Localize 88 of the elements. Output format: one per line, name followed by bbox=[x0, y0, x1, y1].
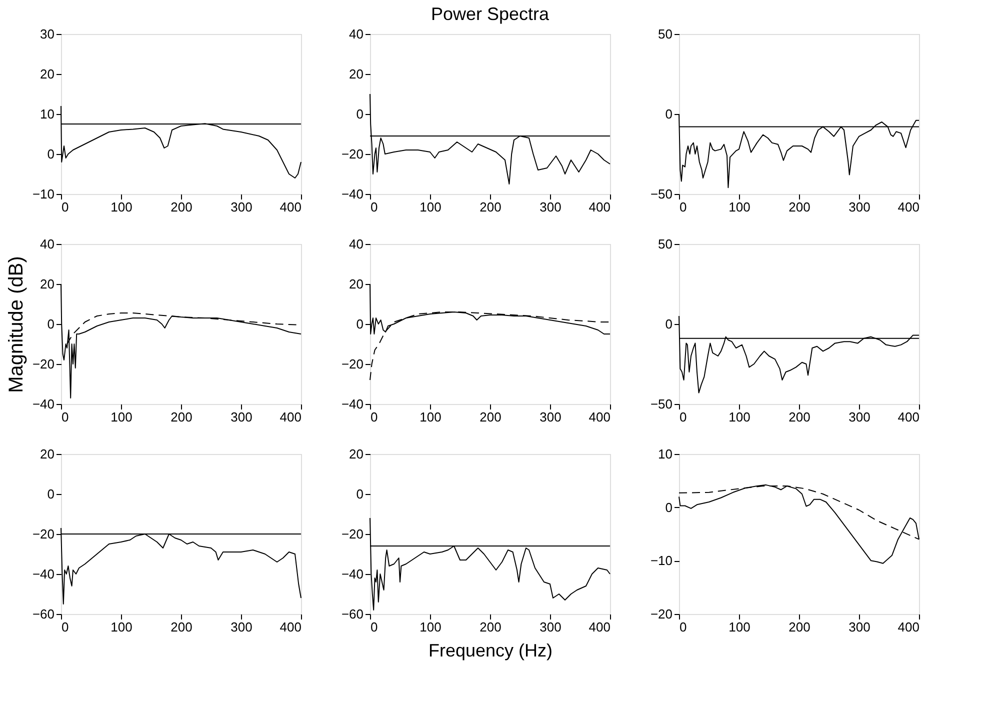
x-tick-label: 300 bbox=[848, 410, 870, 424]
x-tick-label: 400 bbox=[898, 620, 920, 634]
y-tick-label: 20 bbox=[349, 276, 364, 292]
y-tick-label: −20 bbox=[341, 526, 364, 542]
x-axis-title: Frequency (Hz) bbox=[428, 640, 553, 660]
x-tick-label: 200 bbox=[788, 620, 810, 634]
x-tick-label: 0 bbox=[680, 410, 687, 424]
y-tick-label: 20 bbox=[40, 276, 54, 292]
x-tick-label: 0 bbox=[62, 200, 69, 214]
x-tick-label: 300 bbox=[540, 200, 562, 214]
x-tick-label: 100 bbox=[110, 410, 132, 424]
x-tick-label: 400 bbox=[280, 620, 302, 634]
y-tick-label: 0 bbox=[356, 316, 364, 332]
y-tick-label: −20 bbox=[32, 356, 54, 372]
x-tick-label: 300 bbox=[230, 620, 252, 634]
x-tick-label: 100 bbox=[420, 410, 442, 424]
y-tick-label: 0 bbox=[47, 316, 54, 332]
y-tick-label: −40 bbox=[341, 186, 364, 202]
x-tick-label: 0 bbox=[680, 620, 687, 634]
x-tick-label: 200 bbox=[480, 200, 502, 214]
y-tick-label: 20 bbox=[40, 66, 54, 82]
y-tick-label: −20 bbox=[341, 356, 364, 372]
x-tick-label: 100 bbox=[420, 620, 442, 634]
x-tick-label: 400 bbox=[588, 200, 610, 214]
y-tick-label: −50 bbox=[650, 186, 672, 202]
x-tick-label: 300 bbox=[230, 200, 252, 214]
y-tick-label: 40 bbox=[40, 236, 54, 252]
x-tick-label: 400 bbox=[588, 410, 610, 424]
y-tick-label: −20 bbox=[32, 526, 54, 542]
y-tick-label: 0 bbox=[47, 146, 54, 162]
x-tick-label: 200 bbox=[788, 410, 810, 424]
y-tick-label: 0 bbox=[356, 486, 364, 502]
y-tick-label: 20 bbox=[349, 446, 364, 462]
x-tick-label: 100 bbox=[110, 620, 132, 634]
x-tick-label: 400 bbox=[280, 200, 302, 214]
y-tick-label: 10 bbox=[40, 106, 54, 122]
y-tick-label: 0 bbox=[47, 486, 54, 502]
x-tick-label: 0 bbox=[62, 410, 69, 424]
x-tick-label: 0 bbox=[370, 620, 378, 634]
x-tick-label: 100 bbox=[728, 200, 750, 214]
y-tick-label: −20 bbox=[650, 606, 672, 622]
y-tick-label: 20 bbox=[349, 66, 364, 82]
x-tick-label: 100 bbox=[420, 200, 442, 214]
x-tick-label: 0 bbox=[370, 410, 378, 424]
x-tick-label: 300 bbox=[540, 620, 562, 634]
x-tick-label: 200 bbox=[480, 410, 502, 424]
y-tick-label: −10 bbox=[650, 553, 672, 568]
y-tick-label: −60 bbox=[341, 606, 364, 622]
y-axis-title: Magnitude (dB) bbox=[5, 256, 28, 393]
x-tick-label: 0 bbox=[62, 620, 69, 634]
y-tick-label: 10 bbox=[658, 446, 672, 462]
y-tick-label: 40 bbox=[349, 236, 364, 252]
x-tick-label: 200 bbox=[170, 410, 192, 424]
x-tick-label: 400 bbox=[588, 620, 610, 634]
y-tick-label: −40 bbox=[341, 566, 364, 582]
x-tick-label: 400 bbox=[280, 410, 302, 424]
x-tick-label: 300 bbox=[848, 620, 870, 634]
y-tick-label: 40 bbox=[349, 26, 364, 42]
y-tick-label: 20 bbox=[40, 446, 54, 462]
y-tick-label: −40 bbox=[32, 396, 54, 412]
y-tick-label: 50 bbox=[658, 236, 672, 252]
y-tick-label: −50 bbox=[650, 396, 672, 412]
x-tick-label: 200 bbox=[170, 200, 192, 214]
x-tick-label: 400 bbox=[898, 200, 920, 214]
y-tick-label: 50 bbox=[658, 26, 672, 42]
y-tick-label: −60 bbox=[32, 606, 54, 622]
y-tick-label: −40 bbox=[32, 566, 54, 582]
chart-title: Power Spectra bbox=[430, 4, 550, 24]
x-tick-label: 200 bbox=[788, 200, 810, 214]
y-tick-label: 0 bbox=[665, 316, 672, 332]
y-tick-label: 0 bbox=[665, 106, 672, 122]
x-tick-label: 200 bbox=[480, 620, 502, 634]
x-tick-label: 300 bbox=[230, 410, 252, 424]
x-tick-label: 100 bbox=[110, 200, 132, 214]
y-tick-label: −20 bbox=[341, 146, 364, 162]
y-tick-label: 30 bbox=[40, 26, 54, 42]
x-tick-label: 100 bbox=[728, 410, 750, 424]
x-tick-label: 300 bbox=[540, 410, 562, 424]
x-tick-label: 0 bbox=[680, 200, 687, 214]
y-tick-label: 0 bbox=[665, 500, 672, 515]
x-tick-label: 0 bbox=[370, 200, 378, 214]
x-tick-label: 300 bbox=[848, 200, 870, 214]
y-tick-label: −40 bbox=[341, 396, 364, 412]
x-tick-label: 200 bbox=[170, 620, 192, 634]
y-tick-label: 0 bbox=[356, 106, 364, 122]
y-tick-label: −10 bbox=[32, 186, 54, 202]
x-tick-label: 100 bbox=[728, 620, 750, 634]
x-tick-label: 400 bbox=[898, 410, 920, 424]
